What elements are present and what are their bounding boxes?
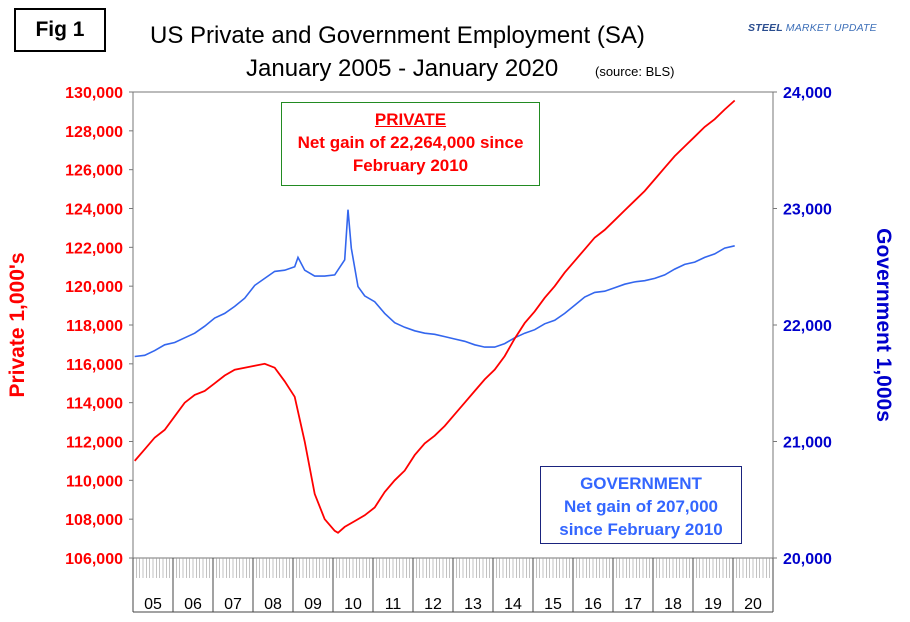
- logo-word-rest: MARKET UPDATE: [785, 22, 877, 34]
- y-right-tick-label: 21,000: [783, 435, 832, 452]
- x-tick-label: 20: [744, 596, 762, 613]
- annotation-private-line2: Net gain of 22,264,000 since: [297, 133, 524, 152]
- x-tick-label: 18: [664, 596, 682, 613]
- y-left-tick-labels: 106,000 108,000 110,000 112,000 114,000 116,0…: [65, 85, 133, 568]
- y-left-tick-label: 112,000: [66, 435, 123, 452]
- y-right-tick-label: 24,000: [783, 85, 832, 102]
- series-line-government: [134, 209, 735, 358]
- y-left-tick-label: 130,000: [65, 85, 123, 102]
- chart-title-line1: US Private and Government Employment (SA…: [150, 22, 645, 49]
- y-left-tick-label: 110,000: [66, 473, 123, 490]
- x-tick-label: 05: [144, 596, 162, 613]
- y-axis-title-right: Government 1,000s: [872, 228, 895, 422]
- x-tick-label: 19: [704, 596, 722, 613]
- y-right-tick-label: 22,000: [783, 318, 832, 335]
- x-year-labels: 05 06 07 08 09 10 11 12 13 14 15 16 17 18 19 20: [132, 558, 774, 613]
- logo-word-bold: STEEL: [748, 22, 783, 34]
- x-tick-label: 17: [624, 596, 642, 613]
- y-right-tick-label: 20,000: [783, 551, 832, 568]
- y-left-tick-label: 106,000: [65, 551, 123, 568]
- y-left-tick-label: 118,000: [66, 318, 123, 335]
- x-tick-label: 14: [504, 596, 522, 613]
- y-left-tick-label: 116,000: [66, 357, 123, 374]
- y-left-tick-label: 108,000: [65, 512, 123, 529]
- series-line-private: [134, 99, 736, 534]
- x-tick-label: 08: [264, 596, 282, 613]
- chart-title-line2: January 2005 - January 2020: [246, 55, 559, 82]
- x-tick-label: 16: [584, 596, 602, 613]
- chart-source-note: (source: BLS): [595, 64, 675, 79]
- x-tick-label: 09: [304, 596, 322, 613]
- y-left-tick-label: 126,000: [65, 163, 123, 180]
- annotation-government-header: GOVERNMENT: [580, 474, 702, 493]
- y-right-tick-labels: 20,000 21,000 22,000 23,000 24,000: [773, 85, 832, 568]
- x-tick-label: 11: [385, 596, 402, 613]
- y-left-tick-label: 114,000: [66, 396, 123, 413]
- x-tick-label: 15: [544, 596, 562, 613]
- annotation-private: PRIVATE Net gain of 22,264,000 since Feb…: [281, 102, 540, 186]
- y-right-tick-label: 23,000: [783, 202, 832, 219]
- y-left-tick-label: 124,000: [65, 202, 123, 219]
- annotation-government-line3: since February 2010: [559, 520, 723, 539]
- x-tick-label: 10: [344, 596, 362, 613]
- y-axis-title-left: Private 1,000's: [6, 252, 29, 397]
- y-left-tick-label: 120,000: [65, 279, 123, 296]
- brand-logo: STEEL MARKET UPDATE: [748, 22, 877, 34]
- figure-label: Fig 1: [14, 8, 106, 52]
- x-tick-label: 13: [464, 596, 482, 613]
- annotation-government: GOVERNMENT Net gain of 207,000 since Feb…: [540, 466, 742, 544]
- x-tick-label: 12: [424, 596, 442, 613]
- y-left-tick-label: 128,000: [65, 124, 123, 141]
- x-tick-label: 06: [184, 596, 202, 613]
- x-tick-label: 07: [224, 596, 242, 613]
- annotation-government-line2: Net gain of 207,000: [563, 497, 718, 516]
- annotation-private-header: PRIVATE: [374, 110, 447, 129]
- annotation-private-line3: February 2010: [352, 156, 469, 175]
- y-left-tick-label: 122,000: [65, 240, 123, 257]
